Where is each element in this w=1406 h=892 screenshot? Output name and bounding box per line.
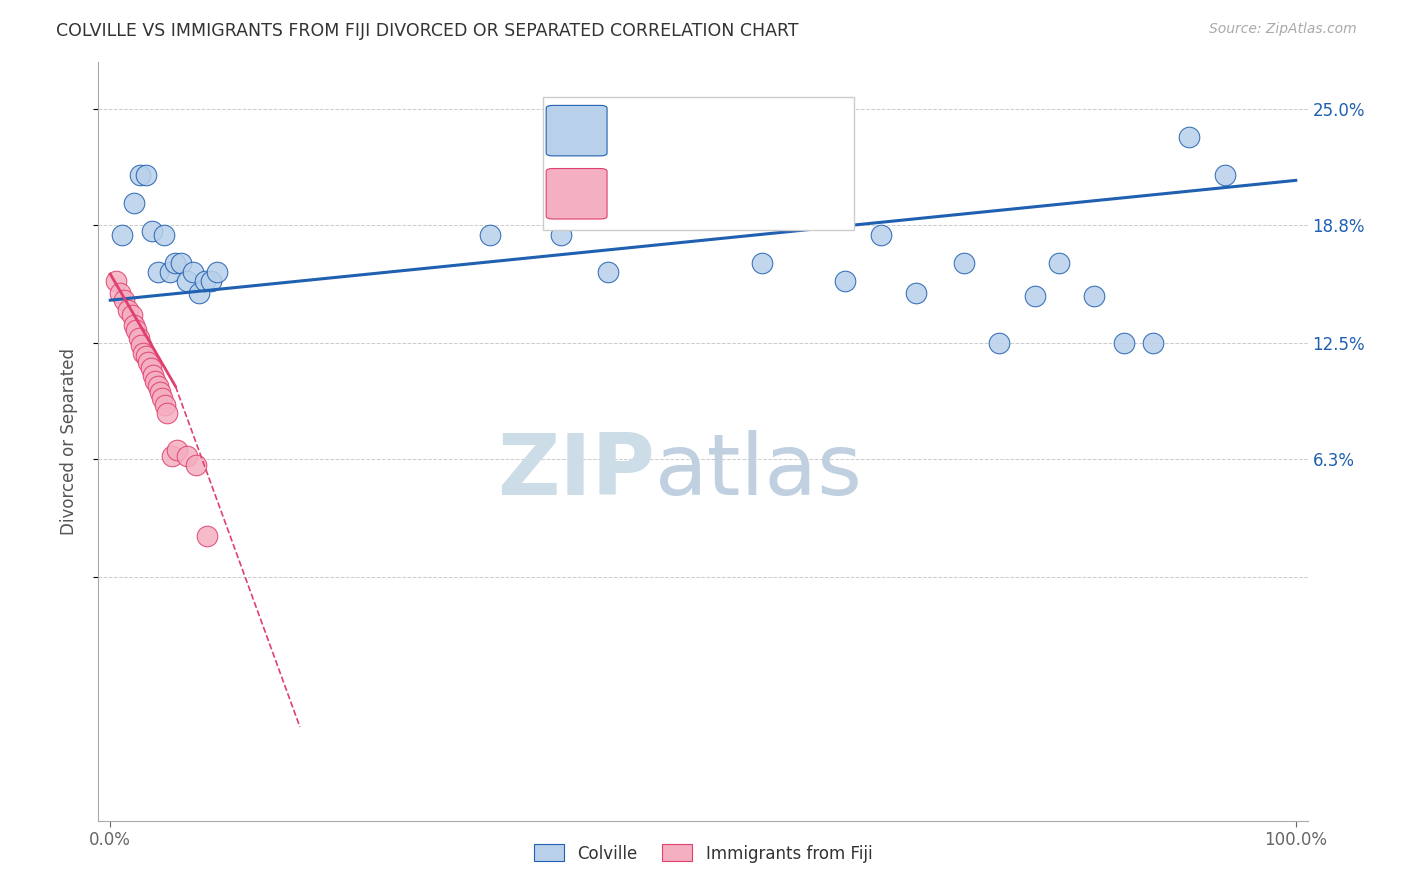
Point	[122, 318, 145, 332]
Point	[194, 275, 217, 289]
Point	[1024, 289, 1046, 303]
Point	[834, 275, 856, 289]
Point	[135, 350, 157, 364]
Point	[105, 275, 128, 289]
Point	[111, 227, 134, 242]
Point	[598, 265, 620, 279]
Point	[146, 265, 169, 279]
Point	[550, 227, 572, 242]
Point	[188, 285, 211, 300]
Point	[1213, 168, 1236, 182]
Point	[197, 529, 219, 543]
Text: ZIP: ZIP	[496, 430, 655, 514]
Y-axis label: Divorced or Separated: Divorced or Separated	[59, 348, 77, 535]
Legend: Colville, Immigrants from Fiji: Colville, Immigrants from Fiji	[527, 838, 879, 869]
Point	[132, 345, 155, 359]
Point	[751, 256, 773, 270]
Point	[184, 458, 207, 472]
Point	[117, 302, 139, 317]
Point	[125, 323, 148, 337]
Point	[149, 384, 172, 399]
Point	[143, 374, 166, 388]
Point	[156, 405, 179, 419]
Point	[1112, 336, 1135, 351]
Point	[152, 227, 174, 242]
Point	[152, 391, 174, 405]
Point	[114, 293, 136, 308]
Point	[1083, 289, 1105, 303]
Point	[153, 398, 176, 412]
Text: Source: ZipAtlas.com: Source: ZipAtlas.com	[1209, 22, 1357, 37]
Text: atlas: atlas	[655, 430, 863, 514]
Point	[142, 368, 165, 382]
Point	[176, 275, 198, 289]
Point	[121, 308, 143, 322]
Point	[146, 379, 169, 393]
Point	[160, 449, 183, 463]
Point	[170, 256, 193, 270]
Point	[869, 227, 891, 242]
Point	[129, 168, 152, 182]
Point	[176, 449, 198, 463]
Point	[200, 275, 222, 289]
Point	[181, 265, 204, 279]
Point	[478, 227, 501, 242]
Point	[141, 224, 163, 238]
Point	[135, 168, 157, 182]
Point	[905, 285, 928, 300]
Point	[166, 442, 188, 457]
Point	[122, 195, 145, 210]
Point	[1178, 130, 1201, 145]
Point	[128, 331, 150, 345]
Point	[139, 360, 162, 375]
Text: COLVILLE VS IMMIGRANTS FROM FIJI DIVORCED OR SEPARATED CORRELATION CHART: COLVILLE VS IMMIGRANTS FROM FIJI DIVORCE…	[56, 22, 799, 40]
Point	[1142, 336, 1164, 351]
Point	[129, 338, 152, 352]
Point	[205, 265, 228, 279]
Point	[165, 256, 187, 270]
Point	[988, 336, 1011, 351]
Point	[108, 285, 131, 300]
Point	[136, 355, 159, 369]
Point	[159, 265, 181, 279]
Point	[952, 256, 974, 270]
Point	[1047, 256, 1070, 270]
